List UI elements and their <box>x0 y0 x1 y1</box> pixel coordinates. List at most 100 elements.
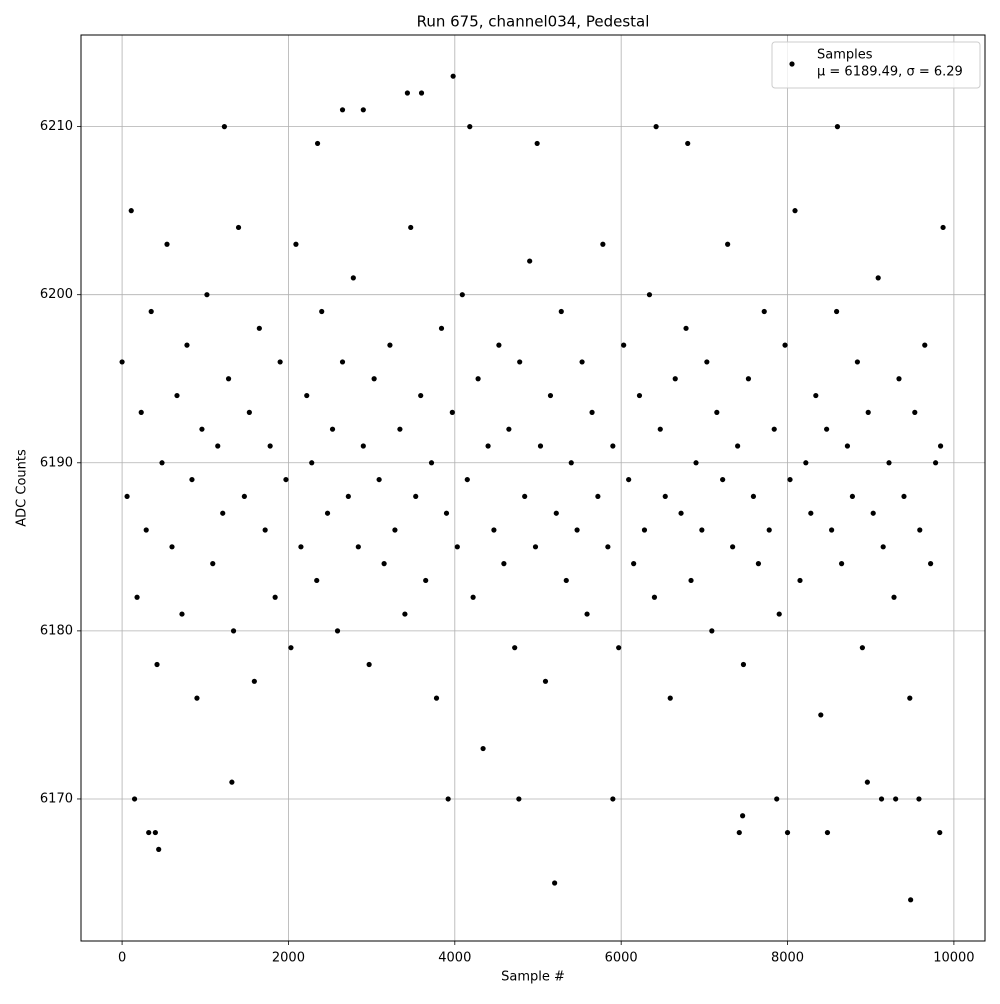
legend-note: μ = 6189.49, σ = 6.29 <box>817 65 963 80</box>
point <box>428 460 435 466</box>
x-tick-label: 4000 <box>438 951 471 966</box>
point <box>916 796 922 802</box>
point <box>558 308 564 315</box>
point <box>870 510 876 516</box>
point <box>470 594 476 600</box>
point <box>501 561 507 567</box>
point <box>235 224 242 231</box>
point <box>886 460 892 466</box>
point <box>553 510 559 516</box>
point <box>423 577 429 584</box>
point <box>433 695 440 701</box>
point <box>131 796 138 802</box>
point <box>418 90 425 96</box>
point <box>893 796 899 802</box>
point <box>256 325 262 331</box>
point <box>138 409 144 415</box>
point <box>230 628 237 634</box>
point <box>194 695 200 701</box>
point <box>854 359 861 365</box>
point <box>156 846 162 852</box>
point <box>937 829 943 836</box>
point <box>251 678 257 684</box>
point <box>199 426 205 432</box>
point <box>803 460 809 466</box>
point <box>184 342 190 348</box>
point <box>784 829 791 836</box>
point <box>714 409 720 415</box>
point <box>901 493 907 500</box>
legend-box <box>771 41 981 89</box>
point <box>189 476 195 483</box>
point <box>408 224 414 231</box>
point <box>449 409 455 415</box>
point <box>547 392 554 399</box>
point <box>766 527 772 533</box>
point <box>626 476 632 483</box>
point <box>124 493 130 500</box>
point <box>293 241 299 247</box>
point <box>720 476 726 483</box>
legend-marker <box>789 61 795 67</box>
point <box>761 308 767 315</box>
point <box>813 392 819 399</box>
point <box>210 561 216 567</box>
point <box>563 577 569 584</box>
point <box>907 695 913 701</box>
point <box>267 443 273 449</box>
point <box>610 796 616 802</box>
point <box>404 90 410 96</box>
point <box>277 359 283 365</box>
chart-title: Run 675, channel034, Pedestal <box>417 13 650 31</box>
point <box>360 107 366 113</box>
point <box>672 376 678 382</box>
point <box>272 594 278 600</box>
y-tick-label: 6170 <box>40 791 73 806</box>
point <box>241 493 247 500</box>
point <box>678 510 684 516</box>
point <box>818 712 824 718</box>
point <box>355 544 361 550</box>
point <box>880 544 886 550</box>
point <box>397 426 403 432</box>
point <box>829 527 835 533</box>
point <box>600 241 606 247</box>
point <box>438 325 445 331</box>
point <box>350 275 356 281</box>
x-tick-label: 8000 <box>771 951 804 966</box>
point <box>745 376 752 382</box>
point <box>314 577 320 584</box>
point <box>844 443 851 449</box>
point <box>376 476 382 483</box>
point <box>387 342 393 348</box>
point <box>445 796 451 802</box>
point <box>475 376 481 382</box>
point <box>808 510 814 516</box>
y-tick-label: 6200 <box>40 287 73 302</box>
point <box>413 493 419 500</box>
point <box>450 73 456 79</box>
point <box>467 124 473 130</box>
point <box>932 460 939 466</box>
point <box>787 476 793 483</box>
point <box>584 611 590 617</box>
point <box>704 359 710 365</box>
point <box>864 779 870 785</box>
point <box>146 829 152 836</box>
point <box>221 124 228 130</box>
legend: Samples μ = 6189.49, σ = 6.29 <box>771 41 981 89</box>
point <box>878 796 885 802</box>
point <box>662 493 668 500</box>
point <box>527 258 533 264</box>
point <box>298 544 304 550</box>
point <box>928 561 934 567</box>
point <box>459 292 465 298</box>
point <box>288 645 294 651</box>
point <box>908 897 914 903</box>
point <box>699 527 705 533</box>
point <box>736 829 742 836</box>
point <box>774 796 780 802</box>
point <box>922 342 928 348</box>
x-tick-label: 6000 <box>605 951 638 966</box>
